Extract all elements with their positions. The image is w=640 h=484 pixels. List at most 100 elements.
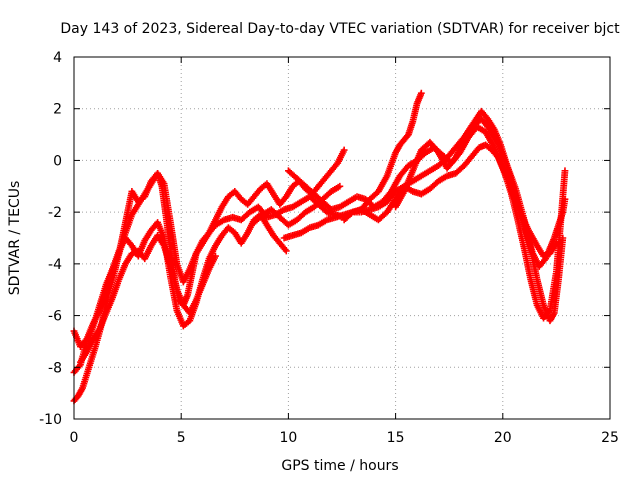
sample-cluster <box>78 350 90 364</box>
sample-cluster <box>551 278 562 315</box>
sample-cluster <box>485 117 497 132</box>
sample-cluster <box>367 189 381 202</box>
y-tick-label: 2 <box>53 102 62 118</box>
sample-cluster <box>517 210 532 232</box>
sample-cluster <box>329 161 340 173</box>
sample-cluster <box>462 153 475 168</box>
sample-cluster <box>142 228 154 243</box>
sample-cluster <box>286 217 299 228</box>
data-point <box>336 182 344 190</box>
series-7 <box>285 123 560 260</box>
sample-cluster <box>409 102 420 124</box>
sample-cluster <box>444 145 458 160</box>
sample-cluster <box>213 217 226 228</box>
sample-cluster <box>384 197 398 214</box>
sample-cluster <box>142 244 154 261</box>
sample-cluster <box>477 142 488 151</box>
sample-cluster <box>483 142 494 153</box>
sample-cluster <box>316 217 329 228</box>
series-5 <box>340 141 569 322</box>
sample-cluster <box>123 251 135 266</box>
sample-cluster <box>251 187 263 199</box>
sample-cluster <box>479 117 493 132</box>
sample-cluster <box>299 225 312 236</box>
sample-cluster <box>303 184 317 197</box>
sample-cluster <box>206 244 218 261</box>
sample-cluster <box>238 231 250 245</box>
sample-cluster <box>290 179 301 189</box>
sample-cluster <box>401 169 416 193</box>
sample-cluster <box>376 210 389 223</box>
sample-cluster <box>320 189 334 202</box>
sample-cluster <box>432 145 445 158</box>
sample-cluster <box>129 202 141 217</box>
series-3 <box>77 232 219 366</box>
sample-cluster <box>277 194 289 207</box>
chart-title: Day 143 of 2023, Sidereal Day-to-day VTE… <box>60 21 620 37</box>
sample-cluster <box>193 283 206 302</box>
sample-cluster <box>295 176 308 189</box>
sample-cluster <box>534 277 547 307</box>
data-layer <box>70 89 569 405</box>
sample-cluster <box>555 236 567 281</box>
sample-cluster <box>372 199 385 210</box>
sample-cluster <box>338 199 351 210</box>
sample-cluster <box>142 182 154 196</box>
sample-cluster <box>155 171 167 186</box>
sample-cluster <box>406 158 419 168</box>
sample-cluster <box>213 205 225 222</box>
plot-frame <box>73 56 611 420</box>
sample-cluster <box>155 233 167 248</box>
sample-cluster <box>342 210 355 223</box>
sample-cluster <box>264 182 276 196</box>
x-tick-label: 10 <box>279 430 297 446</box>
sample-cluster <box>232 189 244 202</box>
sample-cluster <box>557 169 569 224</box>
sample-cluster <box>161 182 174 224</box>
sample-cluster <box>526 228 540 248</box>
sample-cluster <box>547 311 557 323</box>
sample-cluster <box>384 151 399 178</box>
sample-cluster <box>546 270 560 312</box>
sample-cluster <box>487 127 501 147</box>
sample-cluster <box>303 204 316 215</box>
y-axis-label: SDTVAR / TECUs <box>7 181 23 296</box>
data-point <box>417 89 425 97</box>
data-point <box>212 252 219 260</box>
sample-cluster <box>495 143 510 168</box>
sample-cluster <box>193 241 205 256</box>
sample-cluster <box>537 256 548 269</box>
sample-cluster <box>541 250 552 259</box>
sample-cluster <box>187 298 199 315</box>
sample-cluster <box>206 218 218 235</box>
y-tick-label: -4 <box>48 257 62 273</box>
sample-cluster <box>277 241 289 253</box>
sample-cluster <box>500 166 515 193</box>
sample-cluster <box>84 324 96 343</box>
sample-cluster <box>397 137 407 148</box>
sample-cluster <box>103 267 116 287</box>
sample-cluster <box>483 130 497 150</box>
sample-cluster <box>316 202 329 215</box>
sample-cluster <box>376 174 390 194</box>
sample-cluster <box>322 168 334 181</box>
y-tick-label: 4 <box>53 50 62 66</box>
sample-cluster <box>75 386 86 398</box>
sample-cluster <box>393 143 403 155</box>
sample-cluster <box>167 265 180 291</box>
sample-cluster <box>103 296 116 315</box>
sample-cluster <box>200 267 212 287</box>
data-point <box>553 239 560 247</box>
y-tick-label: 0 <box>53 153 62 169</box>
sample-cluster <box>415 150 428 163</box>
sample-cluster <box>271 233 282 246</box>
sample-cluster <box>155 221 167 240</box>
sample-cluster <box>527 277 541 307</box>
sample-cluster <box>123 236 135 248</box>
sample-cluster <box>116 262 129 281</box>
sample-cluster <box>200 231 212 245</box>
sample-cluster <box>393 189 407 209</box>
y-tick-label: -6 <box>48 309 62 325</box>
